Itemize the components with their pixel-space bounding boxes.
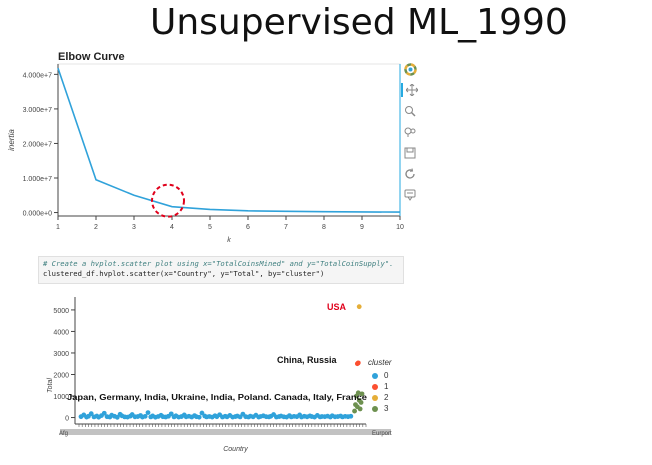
plot-toolbar [401, 62, 419, 209]
scatter-y-tick-label: 5000 [53, 308, 69, 315]
scatter-point-cluster-1 [355, 360, 361, 366]
scatter-x-tick-first: Afg [59, 431, 68, 437]
scatter-point-cluster-3 [357, 406, 363, 412]
scatter-y-tick-label: 4000 [53, 329, 69, 336]
legend-swatch [372, 372, 378, 379]
scatter-chart: 0 1000 2000 3000 4000 5000 Afg Eurport Country To… [47, 297, 392, 453]
elbow-y-label: inertia [7, 129, 16, 151]
scatter-point-cluster-0 [168, 411, 174, 417]
scatter-point-cluster-3 [359, 391, 365, 397]
elbow-x-tick-label: 8 [322, 224, 326, 231]
annotation-usa: USA [327, 302, 347, 312]
annotation-china-russia: China, Russia [277, 355, 338, 365]
scatter-y-tick-label: 2000 [53, 372, 69, 379]
scatter-point-cluster-0 [199, 410, 205, 416]
cluster-legend: cluster 0 1 2 3 [368, 358, 392, 414]
scatter-point-cluster-3 [358, 400, 364, 405]
scatter-point-cluster-0 [145, 410, 151, 415]
legend-label: 1 [384, 382, 389, 391]
box-zoom-icon[interactable] [403, 104, 417, 118]
save-icon[interactable] [403, 146, 417, 160]
scatter-x-tick-last: Eurport [372, 431, 392, 437]
elbow-y-tick-label: 1.000e+7 [23, 176, 52, 183]
legend-label: 2 [384, 393, 389, 402]
wheel-zoom-icon[interactable] [403, 125, 417, 139]
elbow-y-tick-label: 2.000e+7 [23, 141, 52, 148]
elbow-x-tick-label: 9 [360, 224, 364, 231]
scatter-y-tick-label: 0 [65, 416, 69, 423]
elbow-x-tick-label: 7 [284, 224, 288, 231]
scatter-x-label: Country [223, 446, 248, 453]
scatter-point-cluster-0 [348, 413, 354, 419]
elbow-x-tick-label: 6 [246, 224, 250, 231]
legend-item-1[interactable]: 1 [368, 381, 392, 392]
elbow-y-tick-label: 3.000e+7 [23, 107, 52, 114]
legend-item-3[interactable]: 3 [368, 403, 392, 414]
elbow-x-tick-label: 3 [132, 224, 136, 231]
elbow-x-tick-label: 4 [170, 224, 174, 231]
scatter-point-cluster-0 [114, 414, 120, 420]
code-line: clustered_df.hvplot.scatter(x="Country",… [43, 269, 325, 278]
elbow-series-line [57, 67, 401, 213]
legend-swatch [372, 383, 378, 390]
scatter-y-label: Total [47, 378, 54, 393]
bokeh-logo-icon[interactable] [403, 62, 417, 76]
elbow-chart-title: Elbow Curve [58, 51, 125, 63]
elbow-y-tick-label: 4.000e+7 [23, 72, 52, 79]
elbow-plot-area [57, 63, 401, 217]
legend-label: 0 [384, 371, 389, 380]
code-comment: # Create a hvplot.scatter plot using x="… [43, 259, 394, 268]
legend-title: cluster [368, 358, 392, 367]
elbow-x-tick-label: 10 [396, 224, 404, 231]
slide-title: Unsupervised ML_1990 [150, 2, 568, 43]
elbow-x-tick-label: 5 [208, 224, 212, 231]
scatter-y-tick-label: 3000 [53, 351, 69, 358]
reset-icon[interactable] [403, 167, 417, 181]
pan-icon[interactable] [401, 83, 419, 97]
elbow-x-tick-label: 2 [94, 224, 98, 231]
legend-swatch [372, 394, 378, 401]
scatter-point-cluster-0 [101, 410, 107, 416]
scatter-point-cluster-0 [88, 411, 94, 417]
legend-label: 3 [384, 404, 389, 413]
elbow-chart: 0.000e+0 1.000e+7 2.000e+7 3.000e+7 4.000e+7… [7, 63, 404, 244]
code-cell[interactable]: # Create a hvplot.scatter plot using x="… [38, 256, 404, 284]
scatter-point-cluster-2 [356, 304, 362, 310]
legend-item-0[interactable]: 0 [368, 370, 392, 381]
elbow-highlight-circle [151, 183, 185, 218]
elbow-x-label: k [227, 237, 231, 244]
legend-swatch [372, 405, 378, 412]
legend-item-2[interactable]: 2 [368, 392, 392, 403]
scatter-point-cluster-3 [355, 390, 361, 396]
scatter-point-cluster-3 [352, 408, 357, 414]
scatter-point-cluster-0 [196, 414, 202, 420]
scatter-x-tick-labels-band [60, 429, 391, 435]
elbow-y-tick-label: 0.000e+0 [23, 211, 52, 218]
hover-icon[interactable] [403, 188, 417, 202]
scatter-y-tick-label: 1000 [53, 394, 69, 401]
scatter-point-cluster-0 [142, 413, 148, 419]
elbow-x-tick-label: 1 [56, 224, 60, 231]
annotation-cluster3-countries: Japan, Germany, India, Ukraine, India, P… [67, 392, 367, 402]
